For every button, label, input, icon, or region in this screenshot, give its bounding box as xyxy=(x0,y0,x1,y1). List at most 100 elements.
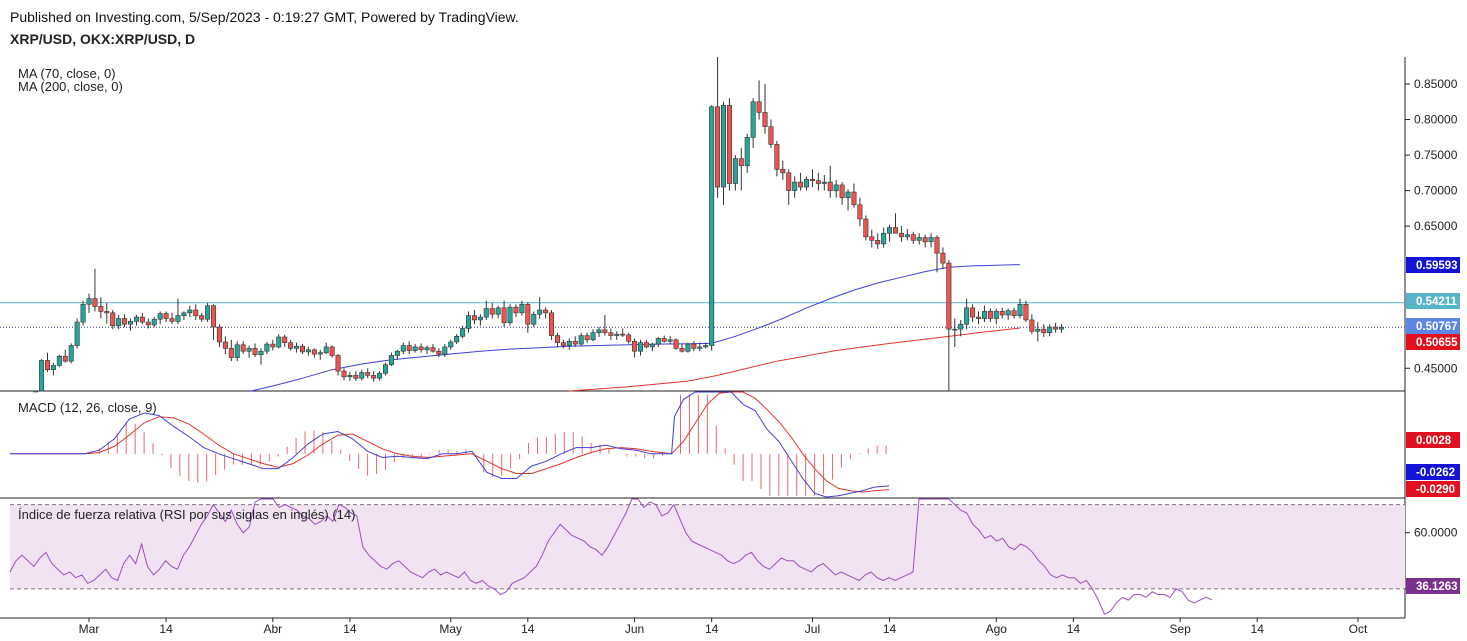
rsi-axis-label: 60.0000 xyxy=(1414,526,1458,540)
candle-body xyxy=(104,311,110,314)
time-axis-label: Jun xyxy=(625,622,644,636)
candle-body xyxy=(382,364,388,374)
candle-body xyxy=(863,218,869,238)
ma200-line xyxy=(569,327,1021,392)
macd-value-tag-box xyxy=(1406,464,1460,480)
candle-body xyxy=(928,237,934,243)
candle-body xyxy=(691,343,697,349)
candle-body xyxy=(495,307,501,315)
candle-body xyxy=(549,312,555,336)
candle-body xyxy=(934,237,940,254)
candle-body xyxy=(715,106,721,188)
candle-body xyxy=(471,315,477,321)
candle-body xyxy=(981,311,987,319)
candle-body xyxy=(406,345,412,351)
candle-body xyxy=(181,312,187,316)
candle-body xyxy=(898,232,904,238)
candle-body xyxy=(477,316,483,321)
candle-body xyxy=(418,346,424,351)
time-axis-label: Mar xyxy=(79,622,100,636)
candle-body xyxy=(774,144,780,170)
candle-body xyxy=(916,237,922,241)
candle-body xyxy=(412,346,418,351)
time-axis-label: 14 xyxy=(521,622,535,636)
candle-body xyxy=(128,321,134,325)
candle-body xyxy=(122,318,128,325)
time-axis-label: Abr xyxy=(263,622,282,636)
candle-body xyxy=(726,105,732,184)
macd-line xyxy=(10,391,890,498)
candle-body xyxy=(1053,326,1059,330)
candle-body xyxy=(910,234,916,241)
published-notice: Published on Investing.com, 5/Sep/2023 -… xyxy=(10,9,519,25)
candle-body xyxy=(531,313,537,325)
candle-body xyxy=(519,304,525,314)
candle-body xyxy=(964,307,970,325)
candle-body xyxy=(809,178,815,181)
candle-body xyxy=(952,328,958,331)
candle-body xyxy=(329,346,335,356)
candle-body xyxy=(222,341,228,349)
candle-body xyxy=(258,350,264,356)
candle-body xyxy=(1023,304,1029,321)
candle-body xyxy=(365,372,371,376)
candle-body xyxy=(673,339,679,349)
chart-header: Published on Investing.com, 5/Sep/2023 -… xyxy=(10,8,1010,47)
candle-body xyxy=(786,172,792,191)
candle-body xyxy=(44,360,50,370)
candle-body xyxy=(750,101,756,138)
candle-body xyxy=(1047,326,1053,334)
candle-body xyxy=(780,168,786,174)
level-price-tag-box xyxy=(1406,293,1460,309)
candle-body xyxy=(560,342,566,346)
last-price-tag-box xyxy=(1406,318,1460,334)
rsi-line xyxy=(9,498,1213,615)
candles xyxy=(33,57,1065,393)
candle-body xyxy=(507,306,513,324)
candle-body xyxy=(62,355,68,362)
candle-body xyxy=(703,345,709,348)
time-axis-label: 14 xyxy=(159,622,173,636)
candle-body xyxy=(792,181,798,191)
macd-signal-tag-label: -0.0290 xyxy=(1416,484,1455,496)
candle-body xyxy=(620,333,626,336)
candle-body xyxy=(151,318,157,326)
rsi-title: Índice de fuerza relativa (RSI por sus s… xyxy=(18,507,355,522)
candle-body xyxy=(163,313,169,319)
ma70-price-tag-box xyxy=(1406,257,1460,273)
candle-body xyxy=(881,232,887,245)
ma70-line xyxy=(248,264,1021,392)
candle-body xyxy=(655,338,661,345)
candle-body xyxy=(466,315,472,329)
candle-body xyxy=(845,191,851,199)
legend-ma200: MA (200, close, 0) xyxy=(18,79,123,94)
candle-body xyxy=(157,313,163,320)
candle-body xyxy=(958,323,964,330)
candle-body xyxy=(887,227,893,234)
ma200-price-tag-label: 0.50655 xyxy=(1416,337,1458,349)
macd-title: MACD (12, 26, close, 9) xyxy=(18,400,157,415)
candle-body xyxy=(721,105,727,188)
candle-body xyxy=(353,375,359,379)
candle-body xyxy=(602,329,608,334)
ma70-price-tag-label: 0.59593 xyxy=(1416,260,1458,272)
candle-body xyxy=(371,375,377,379)
level-lines xyxy=(0,302,1405,328)
candle-body xyxy=(175,315,181,322)
candle-body xyxy=(685,343,691,352)
candle-body xyxy=(50,365,56,370)
candle-body xyxy=(288,342,294,349)
time-axis-label: 14 xyxy=(1067,622,1081,636)
price-axis-label: 0.85000 xyxy=(1414,77,1458,91)
candle-body xyxy=(276,336,282,348)
candle-body xyxy=(483,308,489,318)
candle-body xyxy=(875,240,881,245)
legend-ma70: MA (70, close, 0) xyxy=(18,66,116,81)
macd-value-tag-label: -0.0262 xyxy=(1416,467,1455,479)
time-axis-label: Ago xyxy=(986,622,1008,636)
candle-body xyxy=(335,355,341,372)
candle-body xyxy=(139,316,145,323)
candle-body xyxy=(554,335,560,343)
candle-body xyxy=(798,181,804,188)
candle-body xyxy=(756,101,762,113)
